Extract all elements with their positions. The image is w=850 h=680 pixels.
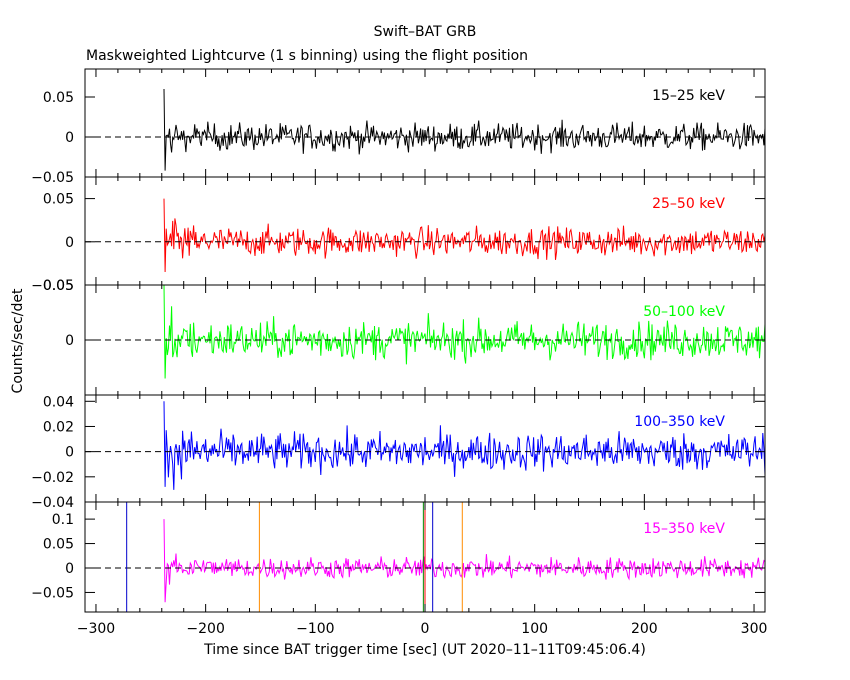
lightcurve-series bbox=[163, 285, 765, 379]
lightcurve-series bbox=[163, 88, 765, 171]
panel-1: 0.05 0 −0.05 15–25 keV bbox=[31, 68, 766, 186]
x-tick-label: −200 bbox=[186, 621, 224, 637]
lightcurve-series bbox=[163, 519, 765, 603]
x-tick-label: −300 bbox=[77, 621, 115, 637]
y-tick-label: −0.05 bbox=[31, 278, 74, 294]
y-tick-label: 0.1 bbox=[52, 512, 74, 528]
y-tick-label: 0 bbox=[65, 130, 74, 146]
y-tick-label: −0.05 bbox=[31, 170, 74, 186]
x-tick-label: 0 bbox=[421, 621, 430, 637]
chart-title: Swift–BAT GRB bbox=[374, 24, 477, 40]
y-tick-label: 0.04 bbox=[43, 394, 74, 410]
y-axis-label: Counts/sec/det bbox=[10, 288, 26, 393]
y-tick-label: 0.05 bbox=[43, 537, 74, 553]
y-tick-label: −0.02 bbox=[31, 470, 74, 486]
panel-frame bbox=[84, 176, 766, 286]
y-tick-label: 0.02 bbox=[43, 419, 74, 435]
band-label: 100–350 keV bbox=[634, 414, 725, 430]
y-tick-label: 0 bbox=[65, 235, 74, 251]
band-label: 15–350 keV bbox=[643, 521, 725, 537]
band-label: 50–100 keV bbox=[643, 304, 725, 320]
y-tick-label: −0.05 bbox=[31, 585, 74, 601]
x-tick-label: 300 bbox=[741, 621, 768, 637]
y-tick-label: 0 bbox=[65, 561, 74, 577]
y-tick-label: 0 bbox=[65, 445, 74, 461]
band-label: 25–50 keV bbox=[652, 196, 725, 212]
lightcurve-series bbox=[163, 401, 765, 490]
band-label: 15–25 keV bbox=[652, 88, 725, 104]
y-tick-label: 0.05 bbox=[43, 192, 74, 208]
y-tick-label: 0 bbox=[65, 333, 74, 349]
chart-subtitle: Maskweighted Lightcurve (1 s binning) us… bbox=[86, 48, 528, 64]
panel-3: 0.05 0 50–100 keV bbox=[43, 278, 766, 396]
panel-frame bbox=[84, 68, 766, 178]
panel-4: 0.04 0.02 0 −0.02 −0.04 100–350 keV bbox=[31, 394, 766, 511]
y-tick-label: −0.04 bbox=[31, 495, 74, 511]
x-tick-label: 100 bbox=[521, 621, 548, 637]
panel-2: 0.05 0 −0.05 25–50 keV bbox=[31, 176, 766, 294]
x-axis-label: Time since BAT trigger time [sec] (UT 20… bbox=[203, 642, 646, 658]
x-tick-label: −100 bbox=[296, 621, 334, 637]
x-tick-label: 200 bbox=[631, 621, 658, 637]
y-tick-label: 0.05 bbox=[43, 90, 74, 106]
lightcurve-series bbox=[163, 198, 765, 273]
y-tick-label: 0.05 bbox=[43, 278, 74, 294]
panel-5: 0.1 0.05 0 −0.05 15–350 keV bbox=[31, 501, 766, 613]
